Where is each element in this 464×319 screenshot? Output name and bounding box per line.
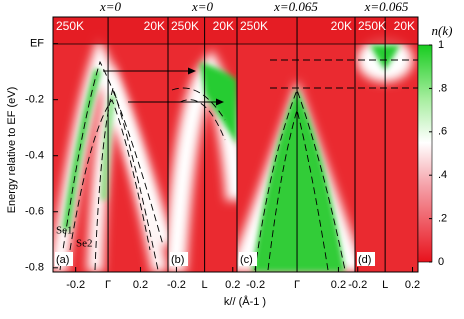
y-tick-label: -0.6 — [25, 206, 44, 218]
heatmap-images — [52, 16, 433, 273]
x-tick-label: -0.2 — [246, 279, 265, 291]
x-tick-label: -0.2 — [66, 279, 85, 291]
x-tick-label: 0.2 — [225, 279, 240, 291]
x-tick-label: L — [202, 279, 208, 291]
panel-title: x=0 — [191, 0, 214, 14]
colorbar-title: n(k) — [432, 23, 453, 38]
temperature-label: 250K — [240, 19, 268, 33]
colorbar-tick-label: .6 — [438, 126, 447, 138]
colorbar-tick-label: .2 — [438, 213, 447, 225]
x-tick-label: L — [382, 279, 388, 291]
x-tick-label: Γ — [105, 279, 111, 291]
temperature-label: 20K — [144, 19, 165, 33]
panel-title: x=0 — [99, 0, 122, 14]
panel-title: x=0.065 — [364, 0, 409, 14]
x-tick-label: -0.2 — [348, 279, 367, 291]
colorbar-tick-label: 1 — [438, 39, 444, 51]
temperature-label: 250K — [56, 19, 84, 33]
temperature-label: 20K — [331, 19, 352, 33]
y-tick-label: -0.8 — [25, 262, 44, 274]
temperature-label: 250K — [358, 19, 386, 33]
annotation: Se1 — [56, 225, 73, 237]
panel-label-box — [170, 252, 188, 266]
panel-label: (d) — [358, 254, 371, 266]
temperature-label: 20K — [394, 19, 415, 33]
colorbar-tick-label: .4 — [438, 169, 447, 181]
panel-label: (c) — [240, 254, 253, 266]
panel-label-box — [55, 252, 73, 266]
panel-title: x=0.065 — [273, 0, 318, 14]
y-axis-label: Energy relative to EF (eV) — [6, 87, 18, 214]
colorbar-tick-label: 0 — [438, 256, 444, 268]
x-tick-label: 0.2 — [133, 279, 148, 291]
x-tick-label: 0.2 — [331, 279, 346, 291]
x-tick-label: -0.2 — [167, 279, 186, 291]
annotation: Se2 — [76, 238, 93, 250]
x-tick-label: Γ — [294, 279, 300, 291]
panel-label-box — [239, 252, 257, 266]
x-tick-label: 0.2 — [405, 279, 420, 291]
panel-label-box — [357, 252, 375, 266]
panel-label: (a) — [56, 254, 69, 266]
y-tick-label: EF — [30, 38, 44, 50]
temperature-label: 250K — [171, 19, 199, 33]
y-tick-label: -0.4 — [25, 150, 44, 162]
x-axis-label: k// (Å-1 ) — [224, 295, 266, 308]
y-tick-label: -0.2 — [25, 94, 44, 106]
panel-label: (b) — [171, 254, 184, 266]
temperature-label: 20K — [213, 19, 234, 33]
colorbar-tick-label: .8 — [438, 82, 447, 94]
